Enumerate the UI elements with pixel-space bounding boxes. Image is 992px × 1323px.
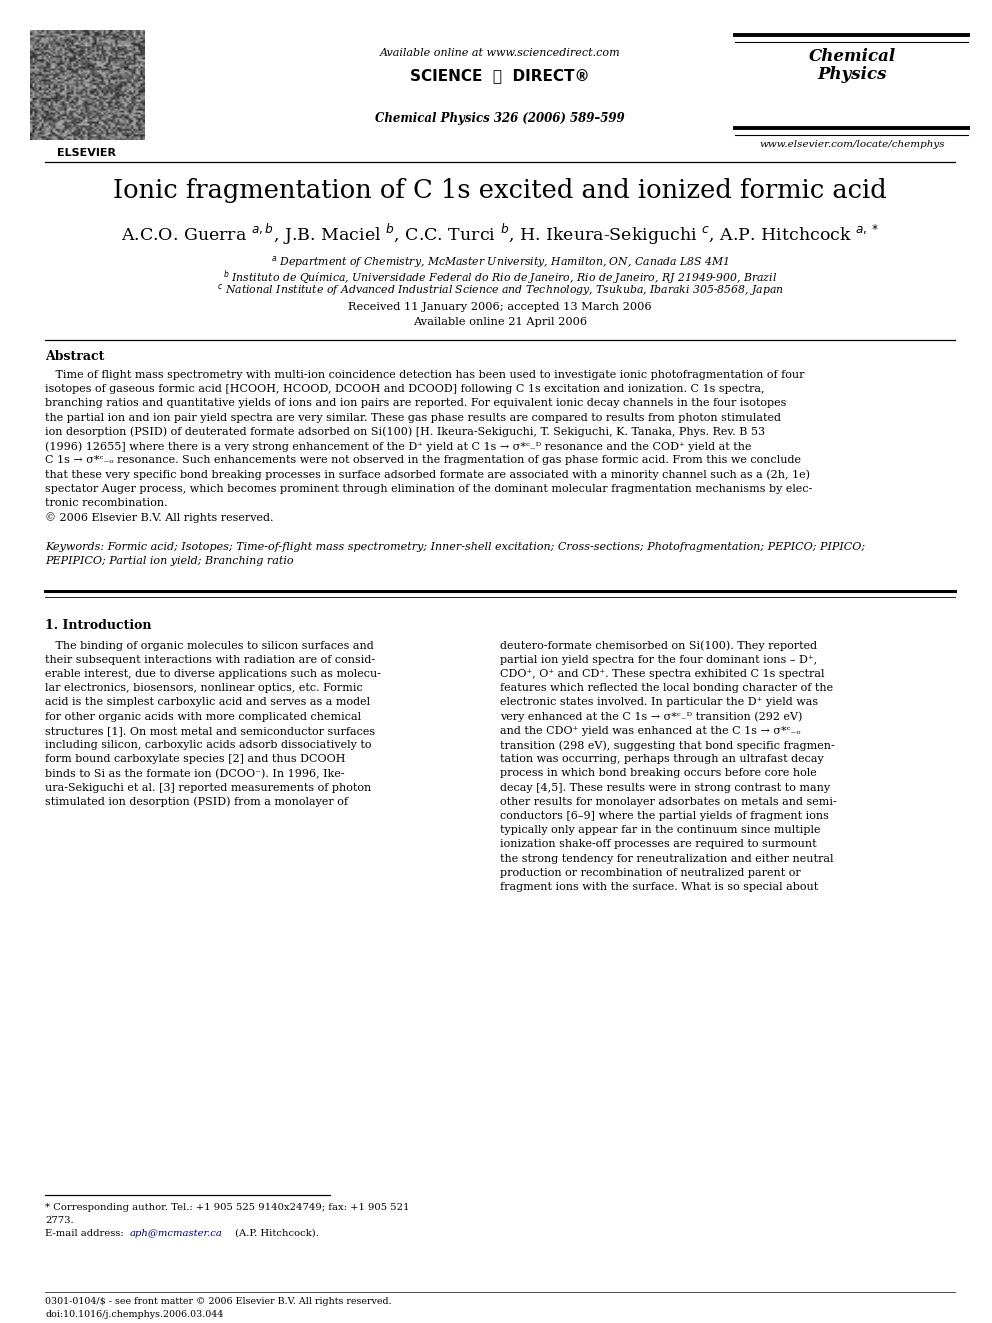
Text: * Corresponding author. Tel.: +1 905 525 9140x24749; fax: +1 905 521: * Corresponding author. Tel.: +1 905 525…	[45, 1203, 410, 1212]
Text: that these very specific bond breaking processes in surface adsorbed formate are: that these very specific bond breaking p…	[45, 470, 810, 480]
Text: www.elsevier.com/locate/chemphys: www.elsevier.com/locate/chemphys	[759, 140, 944, 149]
Text: Chemical: Chemical	[808, 48, 896, 65]
Text: ELSEVIER: ELSEVIER	[58, 148, 116, 157]
Text: 2773.: 2773.	[45, 1216, 73, 1225]
Text: $^{a}$ Department of Chemistry, McMaster University, Hamilton, ON, Canada L8S 4M: $^{a}$ Department of Chemistry, McMaster…	[271, 254, 729, 270]
Text: ionization shake-off processes are required to surmount: ionization shake-off processes are requi…	[500, 839, 816, 849]
Text: Available online at www.sciencedirect.com: Available online at www.sciencedirect.co…	[380, 48, 620, 58]
Text: for other organic acids with more complicated chemical: for other organic acids with more compli…	[45, 712, 361, 721]
Text: spectator Auger process, which becomes prominent through elimination of the domi: spectator Auger process, which becomes p…	[45, 484, 812, 493]
Text: ura-Sekiguchi et al. [3] reported measurements of photon: ura-Sekiguchi et al. [3] reported measur…	[45, 783, 371, 792]
Text: structures [1]. On most metal and semiconductor surfaces: structures [1]. On most metal and semico…	[45, 726, 375, 736]
Text: E-mail address:: E-mail address:	[45, 1229, 127, 1238]
Text: including silicon, carboxylic acids adsorb dissociatively to: including silicon, carboxylic acids adso…	[45, 740, 371, 750]
Text: SCIENCE  ⓐ  DIRECT®: SCIENCE ⓐ DIRECT®	[410, 67, 590, 83]
Text: Available online 21 April 2006: Available online 21 April 2006	[413, 318, 587, 327]
Text: CDO⁺, O⁺ and CD⁺. These spectra exhibited C 1s spectral: CDO⁺, O⁺ and CD⁺. These spectra exhibite…	[500, 669, 824, 679]
Text: $^{b}$ Instituto de Química, Universidade Federal do Rio de Janeiro, Rio de Jane: $^{b}$ Instituto de Química, Universidad…	[223, 269, 777, 286]
Text: (A.P. Hitchcock).: (A.P. Hitchcock).	[232, 1229, 318, 1238]
Text: Time of flight mass spectrometry with multi-ion coincidence detection has been u: Time of flight mass spectrometry with mu…	[45, 370, 805, 380]
Text: isotopes of gaseous formic acid [HCOOH, HCOOD, DCOOH and DCOOD] following C 1s e: isotopes of gaseous formic acid [HCOOH, …	[45, 384, 765, 394]
Text: stimulated ion desorption (PSID) from a monolayer of: stimulated ion desorption (PSID) from a …	[45, 796, 348, 807]
Text: their subsequent interactions with radiation are of consid-: their subsequent interactions with radia…	[45, 655, 375, 664]
Text: features which reflected the local bonding character of the: features which reflected the local bondi…	[500, 683, 833, 693]
Text: the partial ion and ion pair yield spectra are very similar. These gas phase res: the partial ion and ion pair yield spect…	[45, 413, 781, 422]
Text: transition (298 eV), suggesting that bond specific fragmen-: transition (298 eV), suggesting that bon…	[500, 740, 834, 750]
Text: 1. Introduction: 1. Introduction	[45, 619, 152, 631]
Text: acid is the simplest carboxylic acid and serves as a model: acid is the simplest carboxylic acid and…	[45, 697, 370, 708]
Text: © 2006 Elsevier B.V. All rights reserved.: © 2006 Elsevier B.V. All rights reserved…	[45, 512, 274, 523]
Text: PEPIPICO; Partial ion yield; Branching ratio: PEPIPICO; Partial ion yield; Branching r…	[45, 557, 294, 566]
Text: and the CDO⁺ yield was enhanced at the C 1s → σ*ᶜ₋ₒ: and the CDO⁺ yield was enhanced at the C…	[500, 726, 801, 736]
Text: fragment ions with the surface. What is so special about: fragment ions with the surface. What is …	[500, 882, 818, 892]
Text: The binding of organic molecules to silicon surfaces and: The binding of organic molecules to sili…	[45, 640, 374, 651]
Text: aph@mcmaster.ca: aph@mcmaster.ca	[130, 1229, 223, 1238]
Text: conductors [6–9] where the partial yields of fragment ions: conductors [6–9] where the partial yield…	[500, 811, 829, 822]
Text: (1996) 12655] where there is a very strong enhancement of the D⁺ yield at C 1s →: (1996) 12655] where there is a very stro…	[45, 441, 752, 451]
Text: 0301-0104/$ - see front matter © 2006 Elsevier B.V. All rights reserved.: 0301-0104/$ - see front matter © 2006 El…	[45, 1297, 392, 1306]
Text: A.C.O. Guerra $^{a,b}$, J.B. Maciel $^{b}$, C.C. Turci $^{b}$, H. Ikeura-Sekiguc: A.C.O. Guerra $^{a,b}$, J.B. Maciel $^{b…	[121, 222, 879, 247]
Text: form bound carboxylate species [2] and thus DCOOH: form bound carboxylate species [2] and t…	[45, 754, 345, 765]
Text: C 1s → σ*ᶜ₋ₒ resonance. Such enhancements were not observed in the fragmentation: C 1s → σ*ᶜ₋ₒ resonance. Such enhancement…	[45, 455, 801, 466]
Text: Received 11 January 2006; accepted 13 March 2006: Received 11 January 2006; accepted 13 Ma…	[348, 302, 652, 312]
Text: Chemical Physics 326 (2006) 589–599: Chemical Physics 326 (2006) 589–599	[375, 112, 625, 124]
Text: the strong tendency for reneutralization and either neutral: the strong tendency for reneutralization…	[500, 853, 833, 864]
Text: ion desorption (PSID) of deuterated formate adsorbed on Si(100) [H. Ikeura-Sekig: ion desorption (PSID) of deuterated form…	[45, 427, 765, 438]
Text: branching ratios and quantitative yields of ions and ion pairs are reported. For: branching ratios and quantitative yields…	[45, 398, 787, 409]
Text: tronic recombination.: tronic recombination.	[45, 497, 168, 508]
Text: electronic states involved. In particular the D⁺ yield was: electronic states involved. In particula…	[500, 697, 818, 708]
Text: production or recombination of neutralized parent or: production or recombination of neutraliz…	[500, 868, 801, 877]
Text: Ionic fragmentation of C 1s excited and ionized formic acid: Ionic fragmentation of C 1s excited and …	[113, 179, 887, 202]
Text: deutero-formate chemisorbed on Si(100). They reported: deutero-formate chemisorbed on Si(100). …	[500, 640, 817, 651]
Text: partial ion yield spectra for the four dominant ions – D⁺,: partial ion yield spectra for the four d…	[500, 655, 817, 664]
Text: decay [4,5]. These results were in strong contrast to many: decay [4,5]. These results were in stron…	[500, 783, 830, 792]
Text: $^{c}$ National Institute of Advanced Industrial Science and Technology, Tsukuba: $^{c}$ National Institute of Advanced In…	[216, 282, 784, 298]
Text: Abstract: Abstract	[45, 351, 104, 363]
Text: tation was occurring, perhaps through an ultrafast decay: tation was occurring, perhaps through an…	[500, 754, 823, 765]
Text: other results for monolayer adsorbates on metals and semi-: other results for monolayer adsorbates o…	[500, 796, 836, 807]
Text: process in which bond breaking occurs before core hole: process in which bond breaking occurs be…	[500, 769, 816, 778]
Text: binds to Si as the formate ion (DCOO⁻). In 1996, Ike-: binds to Si as the formate ion (DCOO⁻). …	[45, 769, 344, 779]
Text: doi:10.1016/j.chemphys.2006.03.044: doi:10.1016/j.chemphys.2006.03.044	[45, 1310, 223, 1319]
Text: lar electronics, biosensors, nonlinear optics, etc. Formic: lar electronics, biosensors, nonlinear o…	[45, 683, 363, 693]
Text: Keywords: Formic acid; Isotopes; Time-of-flight mass spectrometry; Inner-shell e: Keywords: Formic acid; Isotopes; Time-of…	[45, 542, 865, 552]
Text: Physics: Physics	[817, 66, 887, 83]
Text: typically only appear far in the continuum since multiple: typically only appear far in the continu…	[500, 826, 820, 835]
Text: very enhanced at the C 1s → σ*ᶜ₋ᴰ transition (292 eV): very enhanced at the C 1s → σ*ᶜ₋ᴰ transi…	[500, 712, 803, 722]
Text: erable interest, due to diverse applications such as molecu-: erable interest, due to diverse applicat…	[45, 669, 381, 679]
